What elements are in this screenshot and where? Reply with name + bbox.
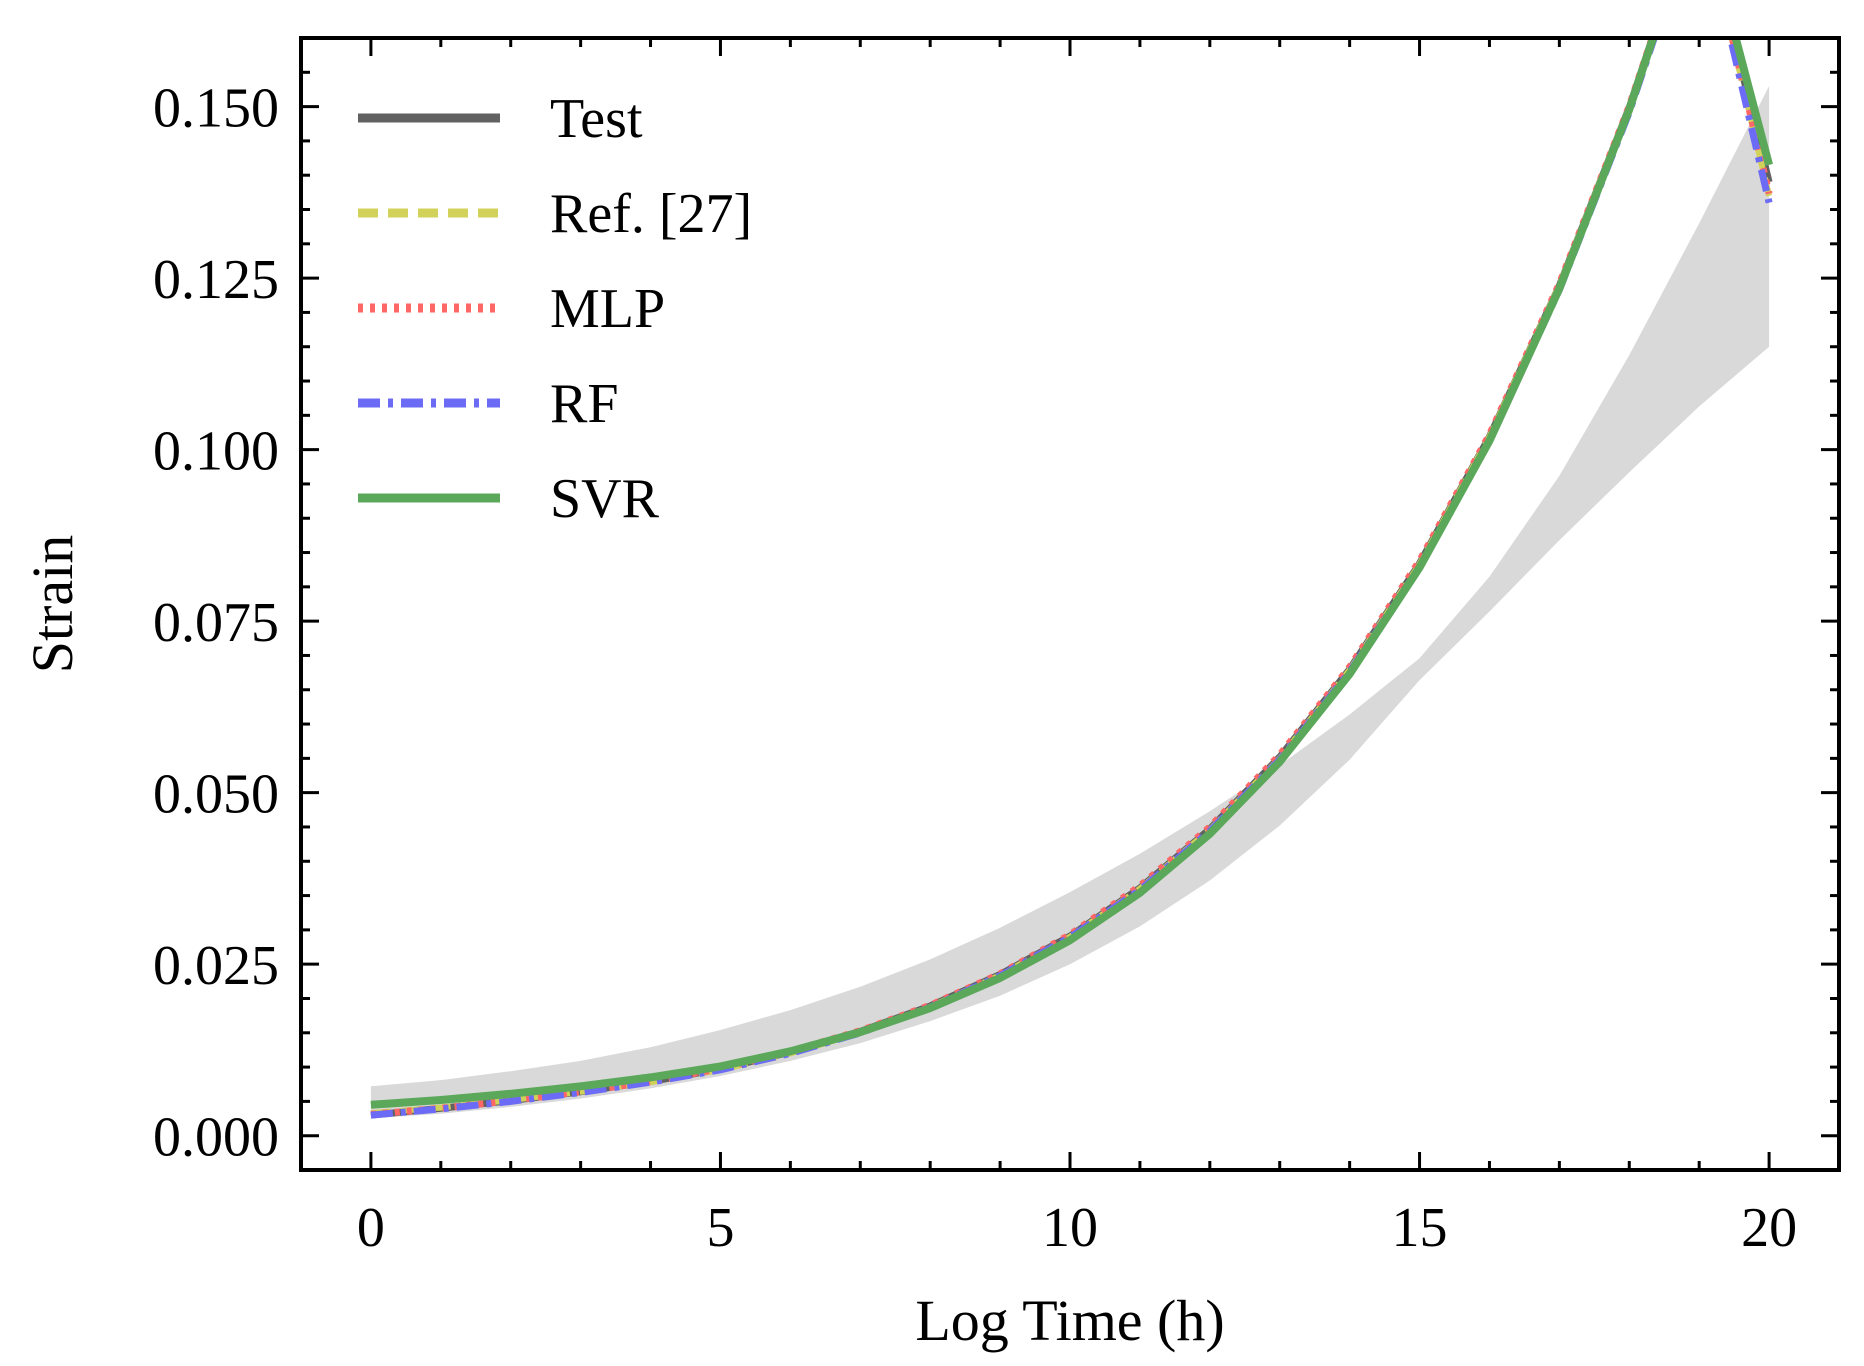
- legend-label: RF: [550, 373, 619, 435]
- plot-frame: [299, 36, 1841, 1172]
- tick-layer: 0 5 10 15 20 0.000 0.025 0.050 0.075 0.100 0.125 0.…: [153, 36, 1841, 1259]
- y-tick-label: 0.100: [153, 421, 279, 483]
- x-tick-label: 20: [1741, 1197, 1797, 1259]
- x-tick-label: 0: [357, 1197, 385, 1259]
- legend-item: SVR: [358, 468, 660, 530]
- legend: Test Ref. [27] MLP RF SVR: [358, 88, 752, 530]
- y-tick-label: 0.000: [153, 1107, 279, 1169]
- y-tick-label: 0.150: [153, 78, 279, 140]
- legend-label: Ref. [27]: [550, 183, 752, 245]
- legend-item: RF: [358, 373, 619, 435]
- legend-label: MLP: [550, 278, 665, 340]
- legend-item: Test: [358, 88, 643, 150]
- x-tick-label: 10: [1042, 1197, 1098, 1259]
- x-tick-label: 5: [706, 1197, 734, 1259]
- y-tick-label: 0.025: [153, 935, 279, 997]
- legend-label: SVR: [550, 468, 660, 530]
- legend-label: Test: [550, 88, 643, 150]
- series-line-svr: [370, 38, 1773, 1109]
- series-layer: [370, 38, 1773, 1119]
- y-tick-label: 0.125: [153, 249, 279, 311]
- y-axis-label: Strain: [20, 535, 85, 674]
- y-tick-label: 0.075: [153, 592, 279, 654]
- uncertainty-band-layer: [370, 86, 1770, 1119]
- x-axis-label: Log Time (h): [915, 1288, 1224, 1353]
- legend-item: MLP: [358, 278, 665, 340]
- y-tick-label: 0.050: [153, 764, 279, 826]
- legend-item: Ref. [27]: [358, 183, 752, 245]
- x-tick-label: 15: [1392, 1197, 1448, 1259]
- uncertainty-band: [370, 86, 1770, 1119]
- series-line-rf: [370, 38, 1773, 1119]
